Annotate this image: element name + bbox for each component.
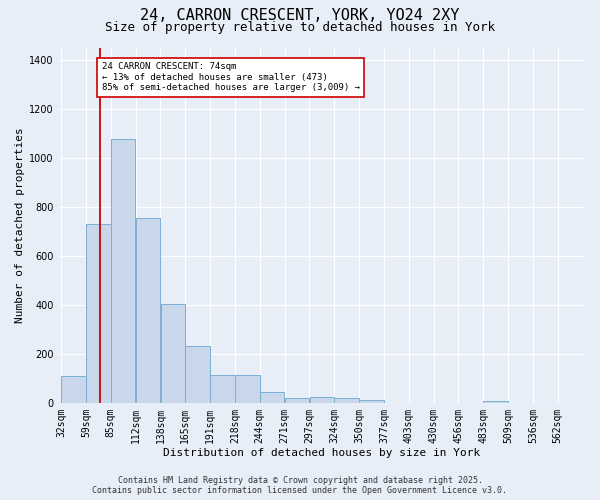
Text: 24 CARRON CRESCENT: 74sqm
← 13% of detached houses are smaller (473)
85% of semi: 24 CARRON CRESCENT: 74sqm ← 13% of detac…: [101, 62, 359, 92]
Bar: [210, 375, 235, 403]
Bar: [136, 218, 160, 403]
Bar: [61, 376, 86, 403]
Bar: [310, 397, 334, 403]
Bar: [111, 140, 136, 403]
Bar: [359, 400, 384, 403]
X-axis label: Distribution of detached houses by size in York: Distribution of detached houses by size …: [163, 448, 481, 458]
Bar: [161, 304, 185, 403]
Bar: [484, 401, 508, 403]
Bar: [235, 375, 260, 403]
Bar: [260, 392, 284, 403]
Text: 24, CARRON CRESCENT, YORK, YO24 2XY: 24, CARRON CRESCENT, YORK, YO24 2XY: [140, 8, 460, 22]
Text: Size of property relative to detached houses in York: Size of property relative to detached ho…: [105, 21, 495, 34]
Bar: [86, 224, 110, 403]
Y-axis label: Number of detached properties: Number of detached properties: [15, 128, 25, 323]
Text: Contains HM Land Registry data © Crown copyright and database right 2025.
Contai: Contains HM Land Registry data © Crown c…: [92, 476, 508, 495]
Bar: [285, 398, 309, 403]
Bar: [185, 346, 210, 403]
Bar: [334, 398, 359, 403]
